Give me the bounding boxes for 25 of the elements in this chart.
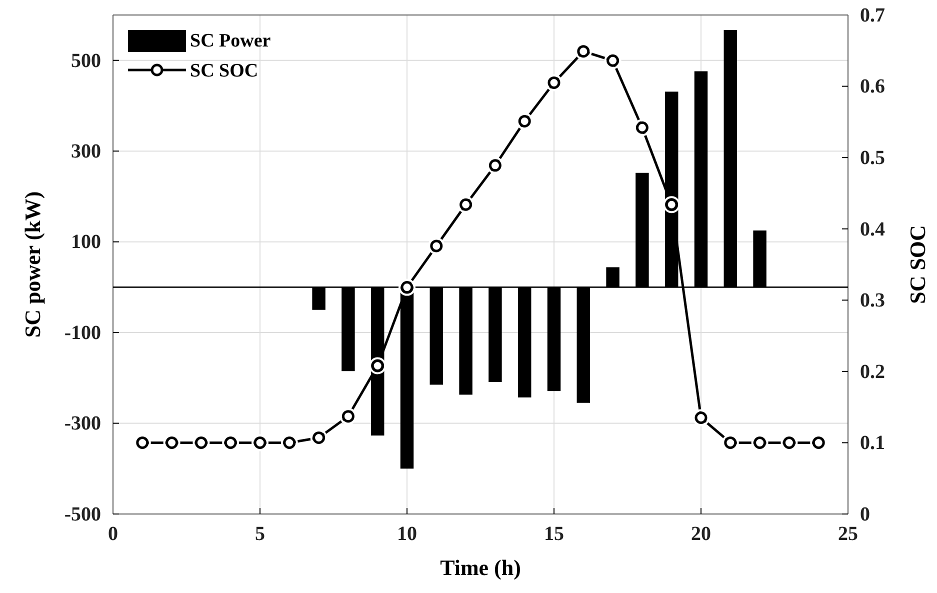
y-tick-label: -300 <box>64 412 101 435</box>
y2-tick-label: 0.2 <box>860 360 885 383</box>
y-axis-title: SC power (kW) <box>20 191 45 338</box>
y-tick-label: 500 <box>71 50 101 72</box>
legend-label: SC SOC <box>190 60 258 82</box>
y-tick-label: 300 <box>71 140 101 162</box>
legend-label: SC Power <box>190 30 272 52</box>
x-tick-label: 15 <box>544 523 564 546</box>
y2-tick-label: 0.5 <box>860 146 885 169</box>
x-tick-label: 25 <box>838 523 858 546</box>
y-tick-label: 100 <box>71 231 101 254</box>
y2-tick-label: 0.4 <box>860 218 885 240</box>
y2-tick-label: 0.3 <box>860 290 885 312</box>
y-tick-label: -100 <box>64 322 101 344</box>
y2-tick-label: 0.6 <box>860 76 885 98</box>
x-tick-label: 0 <box>108 523 118 546</box>
y2-tick-label: 0.7 <box>860 4 885 26</box>
x-tick-label: 5 <box>255 523 265 546</box>
x-axis-title: Time (h) <box>440 555 521 580</box>
x-tick-label: 20 <box>691 523 711 546</box>
y2-tick-label: 0.1 <box>860 432 885 454</box>
x-tick-label: 10 <box>397 523 417 546</box>
y-tick-label: -500 <box>64 503 101 526</box>
y2-tick-label: 0 <box>860 503 870 526</box>
y2-axis-title: SC SOC <box>905 225 930 304</box>
